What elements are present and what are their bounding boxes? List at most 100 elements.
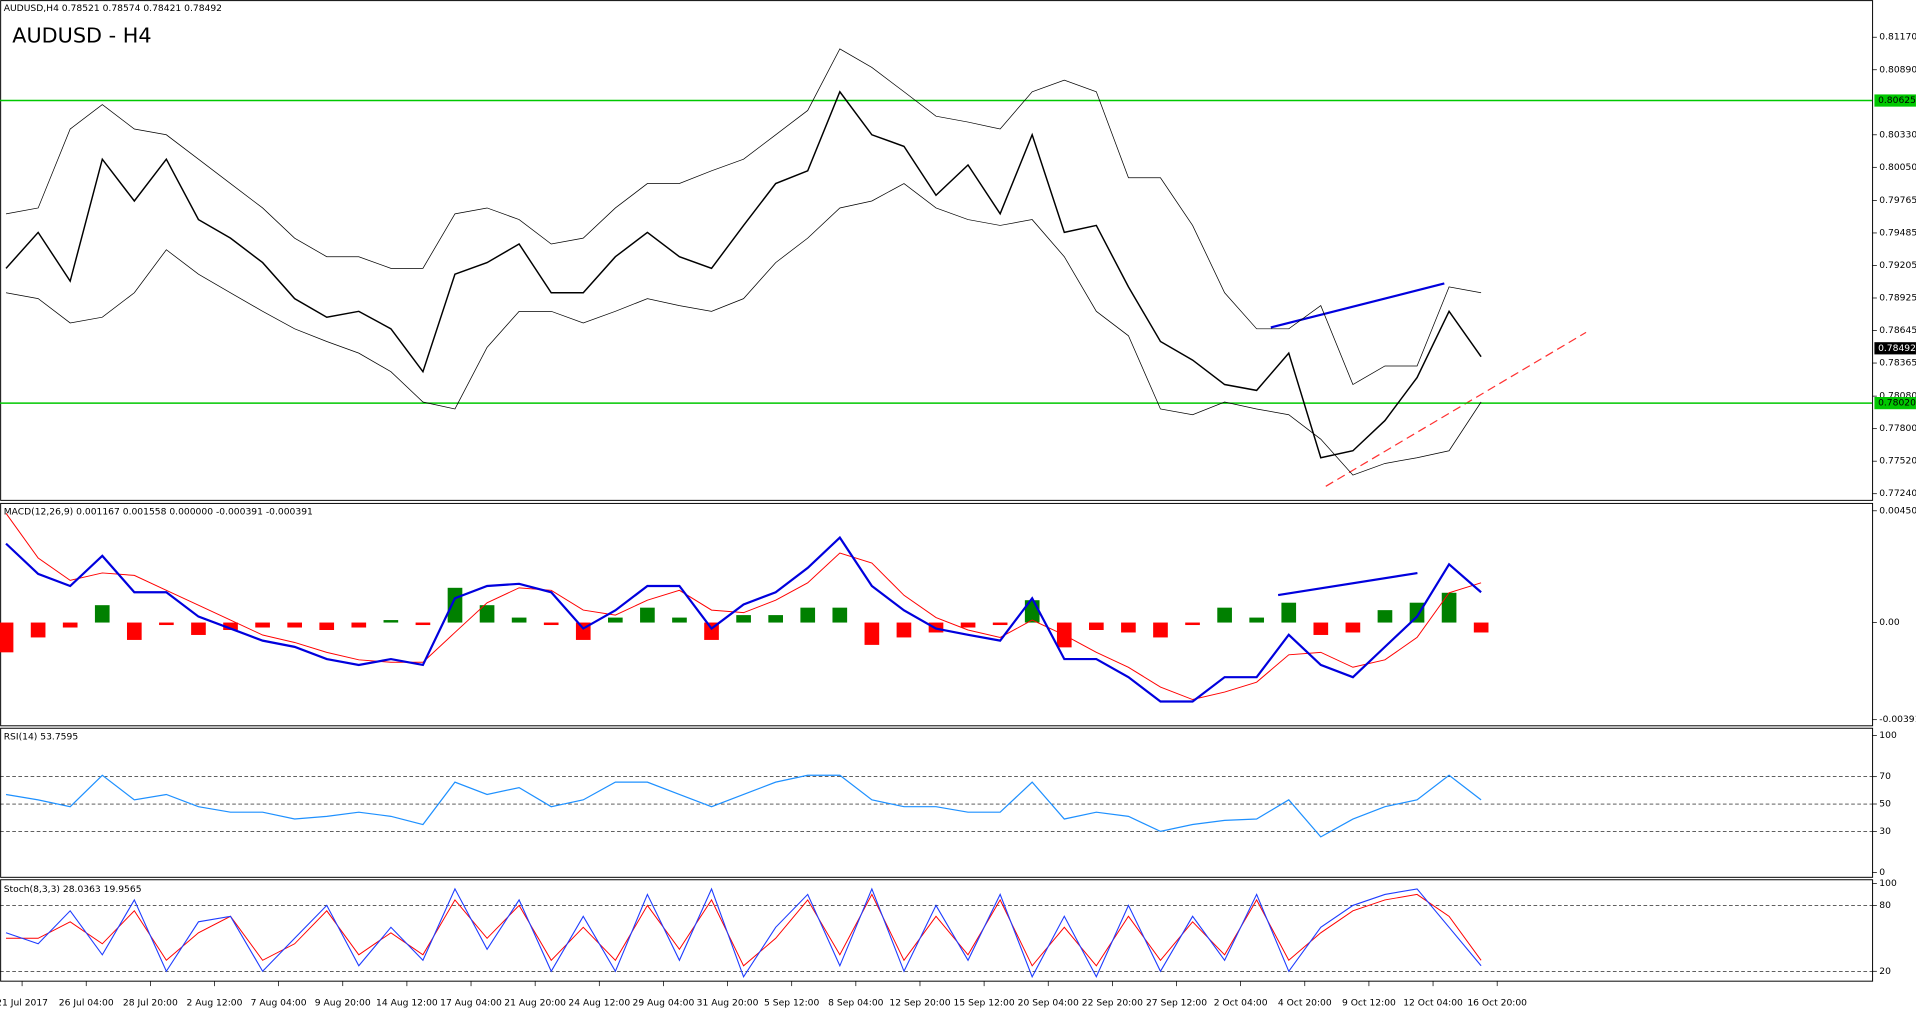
y-tick-label: 0.77800 (1879, 423, 1916, 434)
histogram-bar (1441, 592, 1457, 623)
y-tick-label: 0.00 (1879, 617, 1900, 628)
y-tick-label: 0.80890 (1879, 64, 1916, 75)
histogram-bar (1249, 617, 1265, 623)
x-tick-label: 8 Sep 04:00 (828, 998, 883, 1009)
histogram-bar (768, 615, 784, 623)
histogram-bar (640, 607, 655, 623)
current-price-tag (1874, 342, 1916, 355)
series-line (5, 774, 1482, 838)
stoch-panel (0, 879, 1874, 982)
x-tick-label: 5 Sep 12:00 (764, 998, 819, 1009)
histogram-bar (159, 622, 174, 626)
series-line (6, 893, 1482, 967)
x-tick-label: 26 Jul 04:00 (59, 998, 114, 1009)
histogram-bar (608, 617, 623, 623)
histogram-bar (1121, 622, 1136, 633)
y-tick-label: 0.78925 (1879, 292, 1916, 303)
series-line (5, 887, 1482, 979)
x-tick-label: 21 Aug 20:00 (504, 998, 566, 1009)
y-tick-label: 20 (1879, 966, 1891, 977)
x-tick-label: 4 Oct 20:00 (1278, 998, 1332, 1009)
y-tick-label: 80 (1879, 900, 1891, 911)
y-tick-label: 0.78645 (1879, 325, 1916, 336)
y-tick-label: 0.77520 (1879, 456, 1916, 467)
y-tick-label: 50 (1879, 799, 1891, 810)
histogram-bar (1281, 602, 1297, 623)
histogram-bar (896, 622, 912, 638)
y-tick-label: -0.003913 (1879, 714, 1916, 725)
histogram-bar (94, 605, 110, 623)
x-tick-label: 9 Oct 12:00 (1342, 998, 1396, 1009)
histogram-bar (1217, 607, 1232, 623)
x-tick-label: 2 Aug 12:00 (187, 998, 243, 1009)
histogram-bar (351, 622, 367, 628)
y-tick-label: 0.81170 (1879, 32, 1916, 43)
histogram-bar (864, 622, 880, 645)
stoch-label: Stoch(8,3,3) 28.0363 19.9565 (4, 884, 142, 895)
level-tag (1874, 94, 1916, 107)
histogram-bar (447, 587, 463, 623)
histogram-bar (1185, 622, 1200, 626)
histogram-bar (1153, 622, 1168, 638)
x-tick-label: 21 Jul 2017 (0, 998, 48, 1009)
histogram-bar (1089, 622, 1104, 630)
histogram-bar (0, 622, 14, 653)
histogram-bar (223, 622, 238, 630)
series-line (5, 535, 1482, 703)
x-tick-label: 20 Sep 04:00 (1018, 998, 1079, 1009)
y-tick-label: 0.80330 (1879, 129, 1916, 140)
macd-label: MACD(12,26,9) 0.001167 0.001558 0.000000… (4, 506, 313, 517)
histogram-bar (383, 620, 399, 623)
histogram-bar (255, 622, 270, 628)
y-tick-label: 0.78365 (1879, 358, 1916, 369)
x-tick-label: 31 Aug 20:00 (697, 998, 759, 1009)
x-tick-label: 22 Sep 20:00 (1082, 998, 1143, 1009)
y-tick-label: 0 (1879, 867, 1885, 878)
y-tick-label: 30 (1879, 826, 1891, 837)
x-tick-label: 27 Sep 12:00 (1146, 998, 1207, 1009)
x-tick-label: 9 Aug 20:00 (315, 998, 371, 1009)
x-tick-label: 7 Aug 04:00 (251, 998, 307, 1009)
symbol-header: AUDUSD,H4 0.78521 0.78574 0.78421 0.7849… (4, 3, 222, 14)
histogram-bar (479, 605, 495, 623)
y-tick-label: 0.78080 (1879, 391, 1916, 402)
level-label: 0.78020 (1878, 398, 1916, 409)
y-tick-label: 0.80050 (1879, 162, 1916, 173)
rsi-label: RSI(14) 53.7595 (4, 731, 79, 742)
level-tag (1874, 397, 1916, 410)
histogram-bar (1473, 622, 1489, 633)
histogram-bar (800, 607, 816, 623)
y-tick-label: 0.79205 (1879, 260, 1916, 271)
x-tick-label: 2 Oct 04:00 (1214, 998, 1268, 1009)
series-line (5, 513, 1482, 701)
x-tick-label: 12 Sep 20:00 (889, 998, 950, 1009)
price-panel (0, 0, 1874, 501)
series-line (5, 90, 1482, 459)
histogram-bar (191, 622, 206, 635)
histogram-bar (672, 617, 687, 623)
histogram-bar (1345, 622, 1361, 633)
histogram-bar (1377, 610, 1393, 623)
chart-title: AUDUSD - H4 (12, 24, 151, 48)
current-price-label: 0.78492 (1878, 343, 1916, 354)
series-line (5, 48, 1482, 386)
divergence-line (1277, 571, 1418, 597)
trend-line-dashed (1325, 331, 1587, 487)
histogram-bar (543, 622, 559, 626)
y-tick-label: 0.79485 (1879, 227, 1916, 238)
y-tick-label: 70 (1879, 771, 1891, 782)
y-tick-label: 0.79765 (1879, 195, 1916, 206)
histogram-bar (415, 622, 431, 626)
level-label: 0.80625 (1878, 95, 1916, 106)
histogram-bar (511, 617, 527, 623)
histogram-bar (287, 622, 302, 628)
macd-panel (0, 502, 1874, 727)
x-tick-label: 12 Oct 04:00 (1403, 998, 1463, 1009)
y-tick-label: 100 (1879, 730, 1897, 741)
histogram-bar (832, 607, 848, 623)
rsi-panel (0, 727, 1874, 878)
y-tick-label: 0.004503 (1879, 505, 1916, 516)
histogram-bar (62, 622, 78, 628)
